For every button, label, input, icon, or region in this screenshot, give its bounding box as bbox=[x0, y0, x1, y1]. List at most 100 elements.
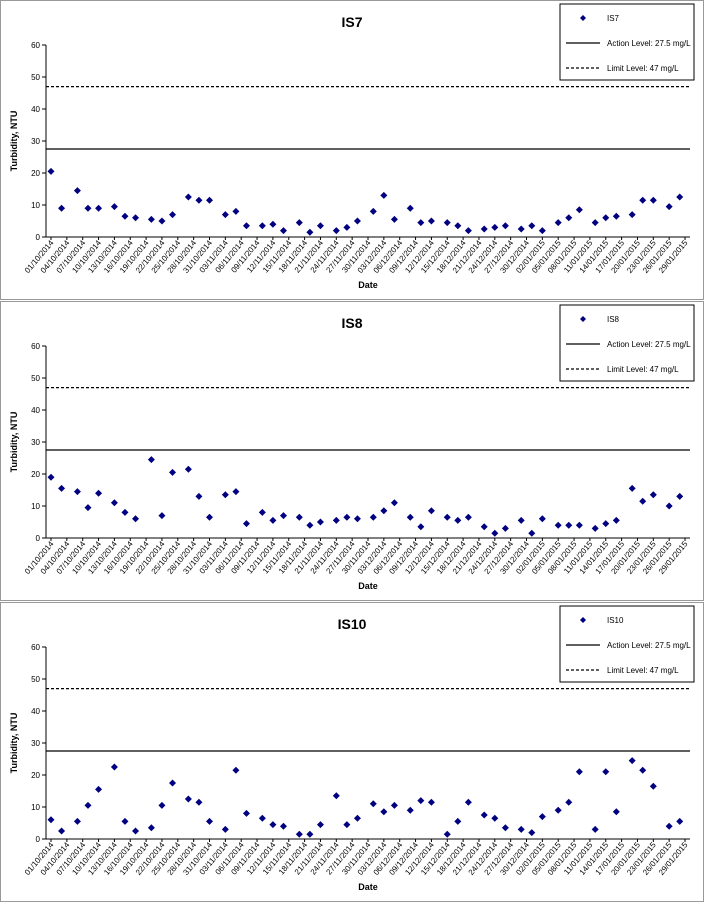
data-point bbox=[639, 766, 647, 774]
data-point bbox=[575, 521, 583, 529]
data-point bbox=[369, 207, 377, 215]
y-tick-label: 20 bbox=[31, 470, 40, 479]
y-tick-label: 10 bbox=[31, 803, 40, 812]
data-point bbox=[628, 757, 636, 765]
data-point bbox=[612, 808, 620, 816]
data-point bbox=[316, 821, 324, 829]
y-axis-title: Turbidity, NTU bbox=[9, 713, 19, 774]
data-point bbox=[665, 203, 673, 211]
y-tick-label: 50 bbox=[31, 73, 40, 82]
data-point bbox=[195, 798, 203, 806]
data-point bbox=[528, 829, 536, 837]
legend-label: IS7 bbox=[607, 14, 620, 23]
data-point bbox=[73, 488, 81, 496]
data-point bbox=[464, 513, 472, 521]
data-point bbox=[464, 227, 472, 235]
data-point bbox=[501, 824, 509, 832]
y-tick-label: 0 bbox=[36, 835, 41, 844]
data-point bbox=[390, 801, 398, 809]
data-point bbox=[295, 830, 303, 838]
data-point bbox=[612, 516, 620, 524]
data-point bbox=[73, 817, 81, 825]
data-point bbox=[575, 768, 583, 776]
data-point bbox=[406, 806, 414, 814]
y-tick-label: 10 bbox=[31, 201, 40, 210]
data-point bbox=[538, 813, 546, 821]
data-point bbox=[369, 800, 377, 808]
data-point bbox=[147, 824, 155, 832]
data-point bbox=[110, 203, 118, 211]
data-point bbox=[47, 167, 55, 175]
data-point bbox=[306, 521, 314, 529]
legend-marker bbox=[580, 15, 586, 21]
data-point bbox=[258, 222, 266, 230]
y-tick-label: 30 bbox=[31, 137, 40, 146]
data-point bbox=[316, 518, 324, 526]
data-point bbox=[195, 196, 203, 204]
y-tick-label: 40 bbox=[31, 707, 40, 716]
data-point bbox=[158, 512, 166, 520]
data-point bbox=[480, 523, 488, 531]
data-point bbox=[628, 484, 636, 492]
data-point bbox=[343, 821, 351, 829]
data-point bbox=[295, 513, 303, 521]
chart-panel: IS7010203040506001/10/201404/10/201407/1… bbox=[0, 0, 704, 300]
data-point bbox=[110, 499, 118, 507]
y-tick-label: 60 bbox=[31, 41, 40, 50]
data-point bbox=[454, 222, 462, 230]
data-point bbox=[565, 521, 573, 529]
data-point bbox=[279, 822, 287, 830]
legend-label: Limit Level: 47 mg/L bbox=[607, 666, 679, 675]
data-point bbox=[306, 830, 314, 838]
data-point bbox=[427, 217, 435, 225]
y-tick-label: 60 bbox=[31, 342, 40, 351]
data-point bbox=[169, 468, 177, 476]
legend-label: Limit Level: 47 mg/L bbox=[607, 64, 679, 73]
data-point bbox=[232, 766, 240, 774]
y-tick-label: 50 bbox=[31, 374, 40, 383]
data-point bbox=[47, 473, 55, 481]
data-point bbox=[491, 814, 499, 822]
data-point bbox=[58, 204, 66, 212]
data-point bbox=[491, 223, 499, 231]
legend-label: Action Level: 27.5 mg/L bbox=[607, 39, 691, 48]
data-point bbox=[95, 204, 103, 212]
legend-label: Action Level: 27.5 mg/L bbox=[607, 340, 691, 349]
x-axis-title: Date bbox=[358, 882, 378, 892]
data-point bbox=[517, 225, 525, 233]
data-point bbox=[612, 212, 620, 220]
data-point bbox=[602, 214, 610, 222]
data-point bbox=[242, 222, 250, 230]
legend-label: IS10 bbox=[607, 616, 624, 625]
y-tick-label: 50 bbox=[31, 675, 40, 684]
data-point bbox=[184, 193, 192, 201]
data-point bbox=[427, 507, 435, 515]
data-point bbox=[73, 187, 81, 195]
y-tick-label: 10 bbox=[31, 502, 40, 511]
data-point bbox=[279, 227, 287, 235]
data-point bbox=[491, 529, 499, 537]
data-point bbox=[121, 508, 129, 516]
data-point bbox=[591, 524, 599, 532]
data-point bbox=[147, 456, 155, 464]
data-point bbox=[480, 225, 488, 233]
data-point bbox=[132, 827, 140, 835]
data-point bbox=[184, 465, 192, 473]
data-point bbox=[269, 516, 277, 524]
data-point bbox=[602, 768, 610, 776]
data-point bbox=[517, 516, 525, 524]
data-point bbox=[639, 497, 647, 505]
data-point bbox=[121, 817, 129, 825]
y-tick-label: 60 bbox=[31, 643, 40, 652]
data-point bbox=[221, 825, 229, 833]
y-tick-label: 30 bbox=[31, 739, 40, 748]
data-point bbox=[390, 215, 398, 223]
data-point bbox=[95, 785, 103, 793]
data-point bbox=[242, 520, 250, 528]
data-point bbox=[591, 825, 599, 833]
data-point bbox=[121, 212, 129, 220]
data-point bbox=[390, 499, 398, 507]
data-point bbox=[158, 217, 166, 225]
data-point bbox=[147, 215, 155, 223]
data-point bbox=[554, 521, 562, 529]
